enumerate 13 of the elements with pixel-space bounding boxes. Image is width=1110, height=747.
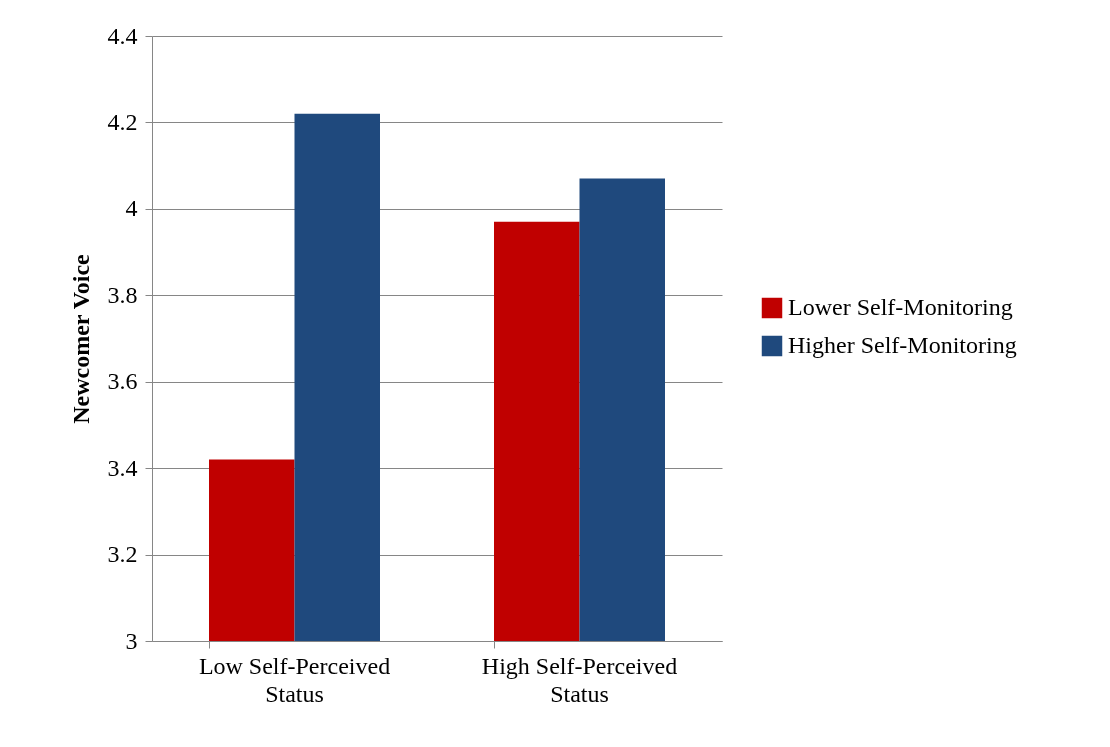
legend-label: Lower Self-Monitoring xyxy=(788,294,1013,320)
y-tick-label: 4.2 xyxy=(107,108,138,135)
y-tick-label: 3.8 xyxy=(107,281,138,308)
x-tick-label: Low Self-Perceived Status xyxy=(198,652,391,707)
y-axis-title: Newcomer Voice xyxy=(67,253,94,424)
y-tick-label: 3.4 xyxy=(107,454,138,481)
y-tick-label: 3.6 xyxy=(107,368,138,395)
y-tick-label: 4.4 xyxy=(107,22,138,49)
legend-label: Higher Self-Monitoring xyxy=(788,332,1017,358)
y-tick-label: 4 xyxy=(125,195,138,222)
y-tick-label: 3.2 xyxy=(107,541,138,568)
y-tick-label: 3 xyxy=(125,627,138,654)
x-tick-label: High Self-Perceived Status xyxy=(481,652,678,707)
